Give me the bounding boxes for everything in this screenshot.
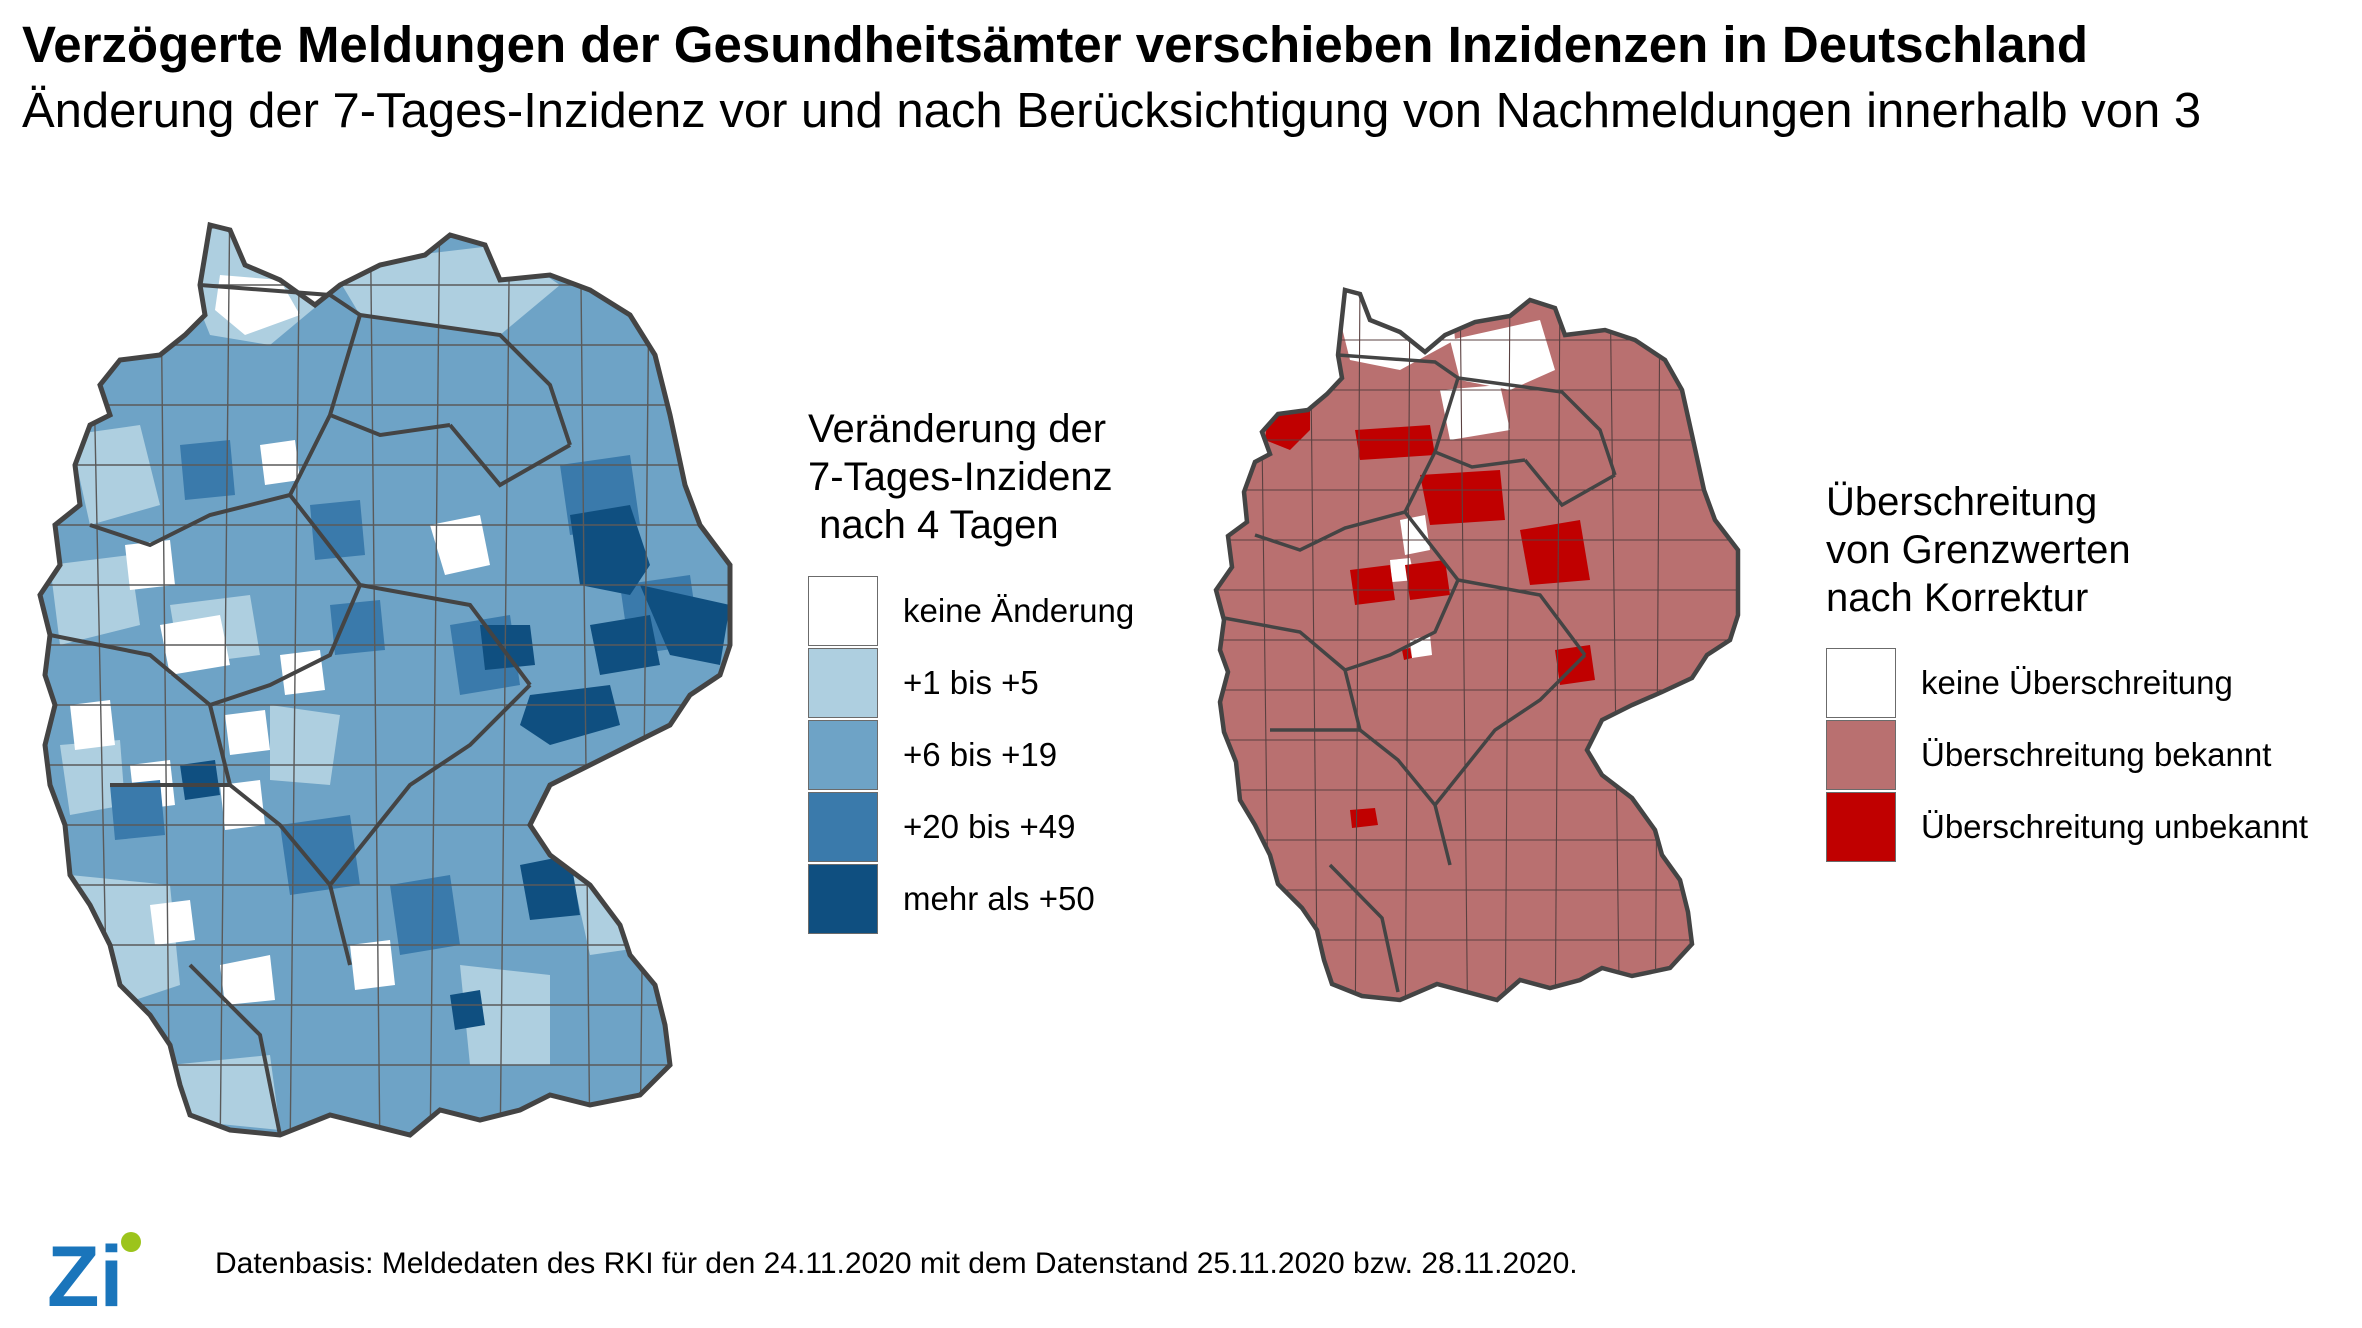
legend-swatch bbox=[1826, 648, 1896, 718]
right-legend-title: Überschreitung von Grenzwerten nach Korr… bbox=[1826, 480, 2131, 620]
zi-logo-text: Zi bbox=[47, 1230, 123, 1310]
legend-swatch bbox=[808, 864, 878, 934]
legend-swatch bbox=[1826, 720, 1896, 790]
zi-logo: Zi bbox=[47, 1230, 141, 1310]
page-subtitle: Änderung der 7-Tages-Inzidenz vor und na… bbox=[22, 84, 2202, 138]
legend-swatch bbox=[808, 720, 878, 790]
district-lines-right bbox=[1216, 290, 1738, 1000]
germany-shape-right bbox=[1216, 290, 1738, 1000]
legend-label: keine Überschreitung bbox=[1921, 664, 2233, 701]
left-legend-title: Veränderung der 7-Tages-Inzidenz nach 4 … bbox=[808, 407, 1113, 547]
legend-label: Überschreitung unbekannt bbox=[1921, 808, 2309, 845]
threshold-exceedance-map bbox=[1213, 287, 1741, 1003]
state-borders-right bbox=[1223, 353, 1617, 993]
data-source-note: Datenbasis: Meldedaten des RKI für den 2… bbox=[215, 1247, 1578, 1280]
legend-label: +6 bis +19 bbox=[903, 736, 1058, 773]
legend-label: +20 bis +49 bbox=[903, 808, 1076, 845]
legend-label: keine Änderung bbox=[903, 592, 1135, 629]
legend-label: +1 bis +5 bbox=[903, 664, 1039, 701]
incidence-change-map bbox=[37, 221, 733, 1138]
legend-label: Überschreitung bekannt bbox=[1921, 736, 2272, 773]
germany-outline-left bbox=[37, 221, 733, 1138]
legend-swatch bbox=[808, 648, 878, 718]
germany-outline-right bbox=[1213, 287, 1741, 1003]
page-title: Verzögerte Meldungen der Gesundheitsämte… bbox=[22, 16, 2088, 73]
germany-shape-left bbox=[40, 225, 730, 1135]
zi-logo-dot-icon bbox=[121, 1232, 141, 1252]
state-borders-left bbox=[49, 283, 572, 1136]
legend-label: mehr als +50 bbox=[903, 880, 1095, 917]
legend-swatch bbox=[808, 576, 878, 646]
legend-swatch bbox=[1826, 792, 1896, 862]
legend-swatch bbox=[808, 792, 878, 862]
